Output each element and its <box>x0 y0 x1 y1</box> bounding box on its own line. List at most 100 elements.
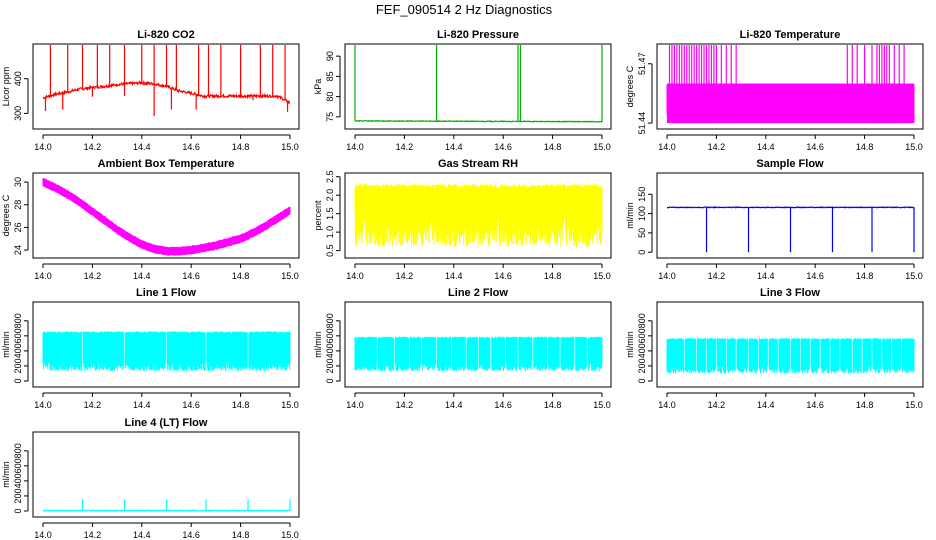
data-series <box>42 499 291 512</box>
y-tick-label: 1.0 <box>325 226 335 239</box>
series-band <box>42 178 291 256</box>
y-tick-label: 0 <box>325 378 335 383</box>
panel-title: Li-820 Temperature <box>740 29 841 41</box>
x-tick-label: 15.0 <box>593 142 611 152</box>
x-tick-label: 14.2 <box>708 142 726 152</box>
data-series <box>354 45 603 123</box>
x-tick-label: 14.2 <box>396 271 414 281</box>
x-tick-label: 14.6 <box>182 400 200 410</box>
x-tick-label: 14.6 <box>182 142 200 152</box>
y-tick-label: 2.5 <box>325 170 335 183</box>
y-tick-label: 400 <box>637 343 647 358</box>
y-tick-label: 600 <box>637 328 647 343</box>
x-tick-label: 14.2 <box>84 271 102 281</box>
y-tick-label: 800 <box>13 443 23 458</box>
x-tick-label: 14.2 <box>708 400 726 410</box>
y-tick-label: 0 <box>13 508 23 513</box>
series-band <box>354 336 603 372</box>
plot-frame <box>32 172 300 259</box>
plot-frame <box>32 431 300 518</box>
y-axis-label: degrees C <box>1 194 11 236</box>
series-fill <box>667 83 914 124</box>
y-tick-label: 400 <box>13 343 23 358</box>
x-tick-label: 14.8 <box>856 271 874 281</box>
x-tick-label: 14.0 <box>658 400 676 410</box>
y-tick-label: 0 <box>637 378 647 383</box>
x-tick-label: 14.2 <box>708 271 726 281</box>
x-tick-label: 14.6 <box>806 142 824 152</box>
y-tick-label: 600 <box>13 328 23 343</box>
y-axis-label: ml/min <box>625 331 635 358</box>
data-series <box>666 45 915 124</box>
panel-title: Li-820 Pressure <box>437 29 519 41</box>
x-tick-label: 14.6 <box>182 530 200 540</box>
x-tick-label: 14.8 <box>856 142 874 152</box>
plot-frame <box>32 301 300 388</box>
y-tick-label: 24 <box>13 245 23 255</box>
panel-gas-stream-rh: Gas Stream RH percent 14.0 14.2 14.4 14.6 14.8… <box>313 158 612 281</box>
x-tick-label: 15.0 <box>281 530 299 540</box>
plot-frame <box>656 301 924 388</box>
y-tick-label: 800 <box>637 313 647 328</box>
x-tick-label: 14.0 <box>34 142 52 152</box>
plot-frame <box>32 43 300 130</box>
x-tick-label: 14.6 <box>806 400 824 410</box>
x-tick-label: 14.6 <box>494 142 512 152</box>
x-tick-label: 14.8 <box>232 142 250 152</box>
x-tick-label: 14.2 <box>84 530 102 540</box>
figure-title: FEF_090514 2 Hz Diagnostics <box>376 2 553 17</box>
x-tick-label: 14.4 <box>757 142 775 152</box>
data-series <box>42 45 291 117</box>
x-tick-label: 14.2 <box>396 400 414 410</box>
x-tick-label: 14.8 <box>544 271 562 281</box>
x-tick-label: 14.6 <box>182 271 200 281</box>
y-tick-label: 28 <box>13 200 23 210</box>
y-axis-label: Licor ppm <box>1 67 11 107</box>
plot-frame <box>344 301 612 388</box>
x-tick-label: 14.2 <box>396 142 414 152</box>
data-series <box>354 184 603 247</box>
series-line <box>354 119 603 123</box>
panel-li-820-co2: Li-820 CO2 Licor ppm 14.0 14.2 14.4 14.6 14.8 1… <box>1 29 300 152</box>
y-tick-label: 150 <box>637 187 647 202</box>
x-tick-label: 14.8 <box>856 400 874 410</box>
y-axis-label: ml/min <box>625 202 635 229</box>
panel-line-4-lt-flow: Line 4 (LT) Flow ml/min 14.0 14.2 14.4 14.6 14… <box>1 417 300 540</box>
x-tick-label: 15.0 <box>905 271 923 281</box>
y-tick-label: 800 <box>325 313 335 328</box>
y-tick-label: 300 <box>13 106 23 121</box>
y-tick-label: 80 <box>325 92 335 102</box>
panel-line-2-flow: Line 2 Flow ml/min 14.0 14.2 14.4 14.6 14.8 15.… <box>313 287 612 410</box>
series-band <box>42 331 291 372</box>
y-tick-label: 51.44 <box>637 112 647 135</box>
x-tick-label: 15.0 <box>281 400 299 410</box>
x-tick-label: 14.4 <box>757 271 775 281</box>
x-tick-label: 14.4 <box>445 400 463 410</box>
x-tick-label: 14.2 <box>84 142 102 152</box>
y-tick-label: 30 <box>13 177 23 187</box>
plot-frame <box>656 172 924 259</box>
panel-title: Li-820 CO2 <box>137 29 194 41</box>
y-tick-label: 200 <box>325 358 335 373</box>
x-tick-label: 14.4 <box>445 271 463 281</box>
data-series <box>42 331 291 372</box>
panel-grid: Li-820 CO2 Licor ppm 14.0 14.2 14.4 14.6 14.8 1… <box>1 29 924 540</box>
panel-title: Gas Stream RH <box>438 158 518 170</box>
series-line <box>42 80 291 105</box>
panel-title: Line 4 (LT) Flow <box>125 417 208 429</box>
plot-frame <box>344 172 612 259</box>
y-tick-label: 75 <box>325 112 335 122</box>
y-tick-label: 800 <box>13 313 23 328</box>
y-tick-label: 400 <box>13 473 23 488</box>
x-tick-label: 14.0 <box>34 400 52 410</box>
y-tick-label: 26 <box>13 222 23 232</box>
y-axis-label: percent <box>313 200 323 231</box>
data-series <box>666 338 915 374</box>
x-tick-label: 14.2 <box>84 400 102 410</box>
panel-title: Sample Flow <box>756 158 824 170</box>
x-tick-label: 14.6 <box>806 271 824 281</box>
y-tick-label: 100 <box>637 206 647 221</box>
y-tick-label: 200 <box>13 358 23 373</box>
x-tick-label: 14.8 <box>232 271 250 281</box>
